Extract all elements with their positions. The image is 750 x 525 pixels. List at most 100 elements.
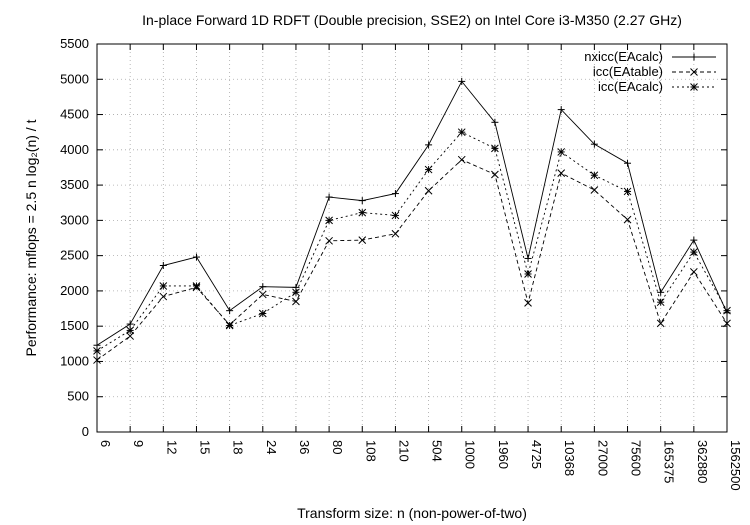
data-point: [126, 332, 135, 340]
y-tick-label: 500: [67, 389, 89, 404]
x-tick-label: 6: [98, 440, 113, 447]
data-point: [457, 155, 466, 164]
y-tick-label: 3500: [60, 177, 89, 192]
y-tick-label: 1500: [60, 318, 89, 333]
data-point: [689, 268, 698, 276]
data-point: [424, 186, 433, 195]
data-point: [690, 83, 698, 91]
data-point: [524, 299, 532, 307]
y-tick-label: 4000: [60, 142, 89, 157]
data-point: [557, 148, 566, 156]
data-point: [690, 68, 698, 76]
data-point: [159, 282, 168, 290]
series-lines: [93, 77, 731, 364]
y-tick-label: 2500: [60, 248, 89, 263]
data-point: [325, 193, 333, 201]
series-3: [93, 128, 731, 355]
data-point: [425, 141, 433, 149]
legend: nxicc(EAcalc)icc(EAtable)icc(EAcalc): [584, 49, 716, 94]
data-point: [656, 319, 665, 328]
data-point: [690, 53, 698, 61]
data-point: [325, 236, 333, 245]
data-point: [391, 211, 400, 220]
grid: [97, 44, 727, 432]
data-point: [159, 262, 167, 270]
data-point: [723, 319, 731, 328]
data-point: [358, 208, 367, 217]
data-point: [226, 307, 234, 315]
chart-title: In-place Forward 1D RDFT (Double precisi…: [142, 12, 682, 28]
y-tick-label: 2000: [60, 283, 89, 298]
data-point: [723, 306, 731, 315]
data-point: [259, 283, 267, 291]
data-point: [557, 106, 565, 114]
x-tick-label: 108: [363, 440, 378, 462]
data-point: [358, 197, 366, 205]
x-tick-label: 504: [430, 440, 445, 462]
x-tick-label: 12: [164, 440, 179, 454]
data-point: [624, 159, 632, 167]
x-tick-label: 9: [131, 440, 146, 447]
y-tick-label: 5000: [60, 71, 89, 86]
y-tick-label: 5500: [60, 36, 89, 51]
x-tick-label: 24: [264, 440, 279, 454]
x-tick-label: 10368: [562, 440, 577, 476]
x-axis-label: Transform size: n (non-power-of-two): [297, 505, 527, 521]
legend-entry: icc(EAcalc): [598, 79, 716, 94]
data-point: [126, 326, 135, 335]
x-tick-label: 75600: [629, 440, 644, 476]
x-tick-label: 4725: [529, 440, 544, 469]
x-tick-label: 165375: [662, 440, 677, 483]
data-point: [689, 248, 698, 256]
x-tick-label: 210: [396, 440, 411, 462]
y-axis-label: Performance: mflops = 2.5 n log₂(n) / t: [23, 119, 39, 356]
data-point: [292, 297, 300, 306]
data-point: [458, 77, 466, 85]
data-point: [524, 270, 532, 278]
legend-entry: nxicc(EAcalc): [584, 49, 716, 64]
data-point: [491, 170, 499, 179]
data-point: [391, 229, 400, 238]
data-point: [126, 320, 134, 328]
data-point: [192, 282, 201, 290]
data-point: [491, 144, 499, 153]
data-point: [159, 292, 168, 301]
data-point: [623, 215, 632, 224]
data-point: [93, 356, 101, 364]
series-2: [93, 155, 731, 364]
x-tick-label: 27000: [595, 440, 610, 476]
data-point: [391, 190, 399, 198]
data-point: [491, 118, 499, 126]
legend-label: nxicc(EAcalc): [584, 49, 663, 64]
data-point: [656, 298, 665, 307]
series-1: [93, 77, 731, 349]
x-tick-label: 36: [297, 440, 312, 454]
data-point: [590, 171, 599, 180]
y-tick-label: 0: [82, 424, 89, 439]
plot-frame: [96, 43, 728, 433]
data-point: [258, 290, 267, 299]
y-tick-label: 4500: [60, 107, 89, 122]
data-point: [690, 236, 698, 244]
x-tick-label: 80: [330, 440, 345, 454]
x-tick-label: 1562500: [728, 440, 743, 491]
x-tick-label: 1000: [463, 440, 478, 469]
x-tick-label: 1960: [496, 440, 511, 469]
legend-entry: icc(EAtable): [593, 64, 716, 79]
data-point: [557, 169, 566, 177]
legend-label: icc(EAtable): [593, 64, 663, 79]
data-point: [623, 187, 632, 196]
y-tick-label: 3000: [60, 212, 89, 227]
data-point: [524, 254, 532, 262]
data-point: [258, 309, 267, 318]
x-tick-label: 362880: [695, 440, 710, 483]
x-tick-label: 15: [197, 440, 212, 454]
data-point: [192, 253, 200, 261]
series-line: [96, 131, 728, 352]
data-point: [93, 347, 101, 355]
data-point: [590, 186, 599, 194]
data-point: [325, 216, 333, 225]
